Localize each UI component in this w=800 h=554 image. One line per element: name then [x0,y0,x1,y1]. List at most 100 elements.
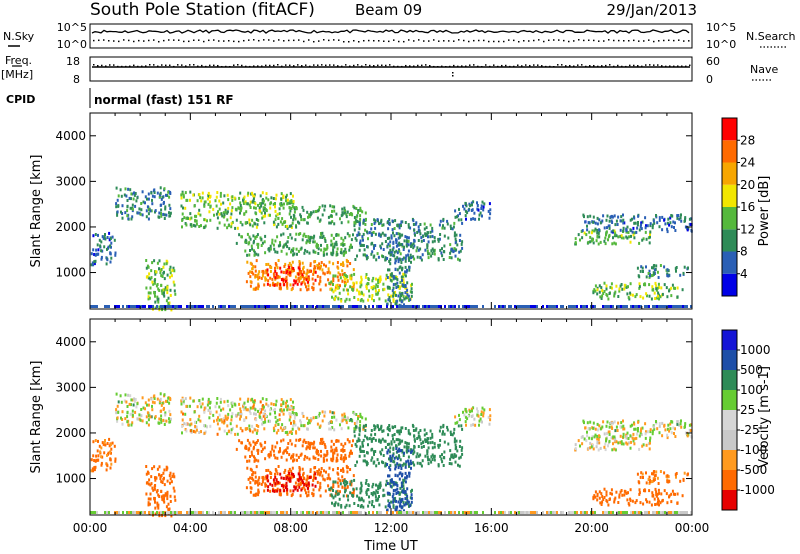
velocity-data-cell [159,409,162,413]
velocity-data-cell [431,435,434,439]
power-data-cell [432,249,435,253]
velocity-data-cell [599,446,602,450]
velocity-data-cell [450,455,453,459]
power-data-cell [464,209,467,213]
power-data-cell [381,242,384,246]
n-search-point [508,39,510,41]
power-data-cell [276,274,278,278]
velocity-data-cell [239,417,241,421]
power-data-cell [668,223,671,227]
power-data-cell [216,191,219,194]
velocity-data-cell [166,497,169,501]
velocity-data-cell [283,408,285,412]
power-data-cell [417,229,420,233]
power-data-cell [270,196,273,200]
power-data-cell [399,258,402,262]
velocity-data-cell [190,422,193,426]
velocity-data-cell [244,446,247,450]
velocity-data-cell [200,405,203,409]
power-data-cell [220,305,222,308]
velocity-data-cell [425,432,428,436]
velocity-data-cell [332,489,334,492]
power-data-cell [662,305,664,308]
nave-point [681,65,683,67]
velocity-data-cell [657,482,660,485]
power-data-cell [295,207,298,211]
power-data-cell [246,260,249,264]
power-data-cell [159,271,162,275]
velocity-data-cell [126,410,129,414]
velocity-data-cell [651,429,654,433]
velocity-data-cell [321,474,324,478]
power-data-cell [347,292,350,296]
power-data-cell [688,217,691,221]
power-data-cell [153,259,156,263]
velocity-data-cell [337,472,340,476]
power-data-cell [388,251,390,255]
velocity-data-cell [597,448,600,452]
power-data-cell [424,305,426,308]
velocity-data-cell [91,467,94,471]
velocity-data-cell [288,453,291,457]
power-data-cell [437,239,440,243]
power-data-cell [568,305,570,308]
power-data-cell [390,253,393,257]
power-data-cell [690,228,693,232]
power-data-cell [251,218,254,222]
velocity-data-cell [330,420,333,424]
power-data-cell [636,226,639,230]
velocity-data-cell [256,448,259,452]
velocity-data-cell [603,496,606,499]
power-data-cell [614,223,617,227]
n-search-point [523,39,525,42]
nave-point [609,64,611,66]
velocity-data-cell [420,464,423,468]
power-data-cell [403,303,405,307]
power-data-cell [284,277,287,281]
velocity-data-cell [333,428,336,432]
power-data-cell [218,221,221,225]
velocity-data-cell [115,411,118,415]
power-data-cell [308,270,311,273]
n-search-point [583,39,585,42]
power-data-cell [372,255,375,259]
nave-point [233,64,235,66]
power-data-cell [339,273,342,277]
power-data-cell [166,305,168,308]
nave-point [325,64,327,67]
power-data-cell [148,272,151,276]
velocity-data-cell [410,496,413,500]
velocity-data-cell [362,499,365,503]
power-data-cell [128,196,131,200]
velocity-data-cell [103,441,106,445]
power-data-cell [290,224,293,228]
velocity-data-cell [339,423,341,427]
power-data-cell [229,202,232,206]
velocity-data-cell [106,464,109,468]
power-data-cell [254,273,257,277]
power-data-cell [401,233,404,237]
velocity-data-cell [458,413,460,417]
velocity-data-cell [332,496,335,500]
velocity-data-cell [640,471,643,475]
velocity-data-cell [163,419,166,423]
power-data-cell [304,276,307,280]
velocity-data-cell [332,480,335,484]
power-data-cell [324,305,326,308]
nave-point [365,64,367,66]
power-data-cell [367,298,370,302]
power-data-cell [613,292,616,296]
power-data-cell [667,269,670,273]
velocity-data-cell [341,413,344,417]
nave-point [329,64,331,66]
velocity-data-cell [371,493,374,497]
velocity-data-cell [195,425,198,429]
power-data-cell [296,252,298,256]
power-data-cell [262,199,265,203]
power-data-cell [290,215,292,219]
nave-point [485,64,487,66]
velocity-data-cell [488,408,491,412]
nave-point [209,64,211,67]
power-data-cell [470,209,473,212]
n-search-label: N.Search [746,30,796,43]
